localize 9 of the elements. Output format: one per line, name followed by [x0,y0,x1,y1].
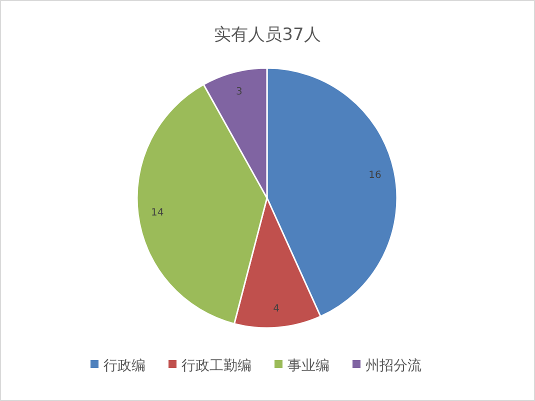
legend-label: 事业编 [288,358,330,374]
legend-label: 州招分流 [366,358,422,374]
chart-title: 实有人员37人 [214,25,321,45]
data-label: 4 [273,304,280,315]
legend-label: 行政编 [104,358,146,374]
data-label: 3 [236,86,242,98]
data-label: 14 [151,208,164,219]
legend-label: 行政工勤编 [182,358,252,374]
data-label: 16 [368,170,382,182]
